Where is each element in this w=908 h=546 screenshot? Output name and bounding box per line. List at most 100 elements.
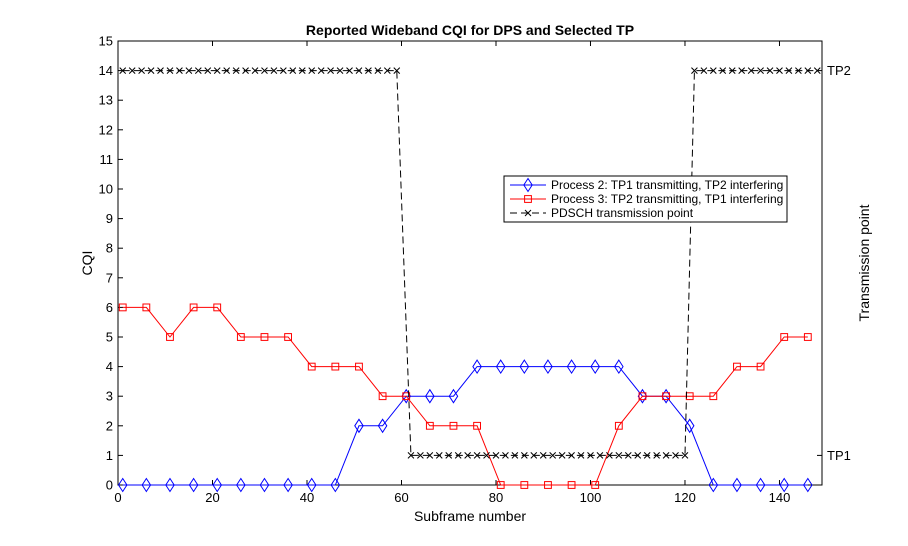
data-point bbox=[587, 452, 594, 459]
data-point bbox=[473, 421, 481, 430]
data-point bbox=[577, 452, 585, 459]
legend-label: PDSCH transmission point bbox=[551, 206, 694, 220]
data-point bbox=[289, 67, 297, 74]
data-point bbox=[165, 477, 175, 493]
data-point bbox=[803, 333, 812, 341]
data-point bbox=[213, 303, 222, 312]
data-point bbox=[236, 477, 246, 493]
legend-label: Process 3: TP2 transmitting, TP1 interfe… bbox=[551, 192, 783, 206]
data-point bbox=[194, 67, 202, 74]
data-point bbox=[454, 452, 462, 459]
data-point bbox=[355, 67, 363, 74]
data-point bbox=[590, 359, 601, 375]
data-point bbox=[543, 359, 553, 375]
data-point bbox=[511, 452, 519, 459]
data-point bbox=[795, 67, 802, 74]
legend-item: Process 3: TP2 transmitting, TP1 interfe… bbox=[510, 192, 783, 206]
data-point bbox=[747, 67, 755, 74]
data-point bbox=[661, 388, 671, 404]
data-point bbox=[591, 481, 600, 489]
data-point bbox=[520, 481, 529, 489]
data-point bbox=[188, 477, 199, 493]
y-tick-label: 11 bbox=[100, 152, 114, 167]
data-point bbox=[119, 67, 127, 74]
data-point bbox=[614, 421, 623, 430]
data-point bbox=[756, 362, 765, 371]
data-point bbox=[449, 421, 458, 430]
data-point bbox=[520, 452, 528, 459]
data-point bbox=[684, 418, 695, 434]
x-tick-label: 0 bbox=[114, 490, 121, 505]
data-point bbox=[374, 67, 382, 74]
data-point bbox=[803, 477, 813, 493]
data-point bbox=[813, 67, 821, 74]
data-point bbox=[566, 359, 577, 375]
y-tick-label: 2 bbox=[106, 418, 113, 433]
data-point bbox=[728, 67, 736, 74]
data-point bbox=[259, 477, 270, 493]
x-tick-label: 80 bbox=[489, 490, 503, 505]
data-point bbox=[147, 67, 155, 74]
y-tick-label: 10 bbox=[99, 182, 113, 197]
x-tick-label: 120 bbox=[674, 490, 696, 505]
data-point bbox=[283, 477, 293, 493]
data-point bbox=[544, 481, 552, 489]
data-point bbox=[709, 392, 718, 401]
data-point bbox=[232, 67, 240, 74]
data-point bbox=[596, 452, 604, 459]
data-point bbox=[383, 67, 391, 74]
data-point bbox=[425, 388, 435, 404]
data-point bbox=[118, 303, 127, 312]
chart-title: Reported Wideband CQI for DPS and Select… bbox=[306, 22, 634, 38]
data-point bbox=[223, 67, 231, 74]
series-3 bbox=[119, 67, 821, 459]
right-axis: TP1 TP2 bbox=[817, 63, 851, 463]
data-point bbox=[681, 452, 689, 459]
data-point bbox=[672, 452, 679, 459]
data-point bbox=[776, 67, 783, 74]
data-point bbox=[637, 388, 648, 404]
data-point bbox=[336, 67, 344, 74]
data-point bbox=[142, 303, 151, 312]
data-point bbox=[779, 477, 789, 493]
data-point bbox=[738, 67, 746, 74]
data-point bbox=[308, 67, 316, 74]
y-tick-label: 0 bbox=[106, 478, 113, 493]
data-point bbox=[417, 452, 424, 459]
data-point bbox=[393, 67, 401, 74]
data-point bbox=[719, 67, 727, 74]
data-point bbox=[307, 362, 316, 371]
data-point bbox=[117, 477, 128, 493]
x-tick-label: 60 bbox=[394, 490, 408, 505]
y-tick-label: 9 bbox=[106, 211, 113, 226]
data-point bbox=[141, 477, 152, 493]
data-point bbox=[733, 362, 741, 371]
data-point bbox=[166, 333, 174, 341]
data-point bbox=[614, 359, 624, 375]
right-tick-label: TP2 bbox=[827, 63, 851, 78]
data-point bbox=[212, 477, 223, 493]
data-point bbox=[426, 452, 434, 459]
data-point bbox=[317, 67, 325, 74]
right-tick-label: TP1 bbox=[827, 448, 851, 463]
data-point bbox=[270, 67, 278, 74]
legend-item: Process 2: TP1 transmitting, TP2 interfe… bbox=[510, 177, 783, 193]
data-point bbox=[213, 67, 221, 74]
data-point bbox=[346, 67, 353, 74]
x-tick-label: 100 bbox=[580, 490, 602, 505]
y-tick-label: 15 bbox=[99, 34, 113, 49]
data-point bbox=[757, 67, 764, 74]
data-point bbox=[464, 452, 471, 459]
data-point bbox=[306, 477, 317, 493]
y-tick-label: 5 bbox=[106, 330, 113, 345]
data-point bbox=[495, 359, 506, 375]
data-point bbox=[189, 303, 198, 312]
data-point bbox=[492, 452, 500, 459]
legend-item: PDSCH transmission point bbox=[510, 206, 694, 220]
data-point bbox=[519, 359, 530, 375]
legend-swatch-marker bbox=[524, 209, 532, 217]
data-point bbox=[567, 481, 576, 489]
y-tick-label: 3 bbox=[106, 389, 113, 404]
y-tick-label: 13 bbox=[99, 93, 113, 108]
